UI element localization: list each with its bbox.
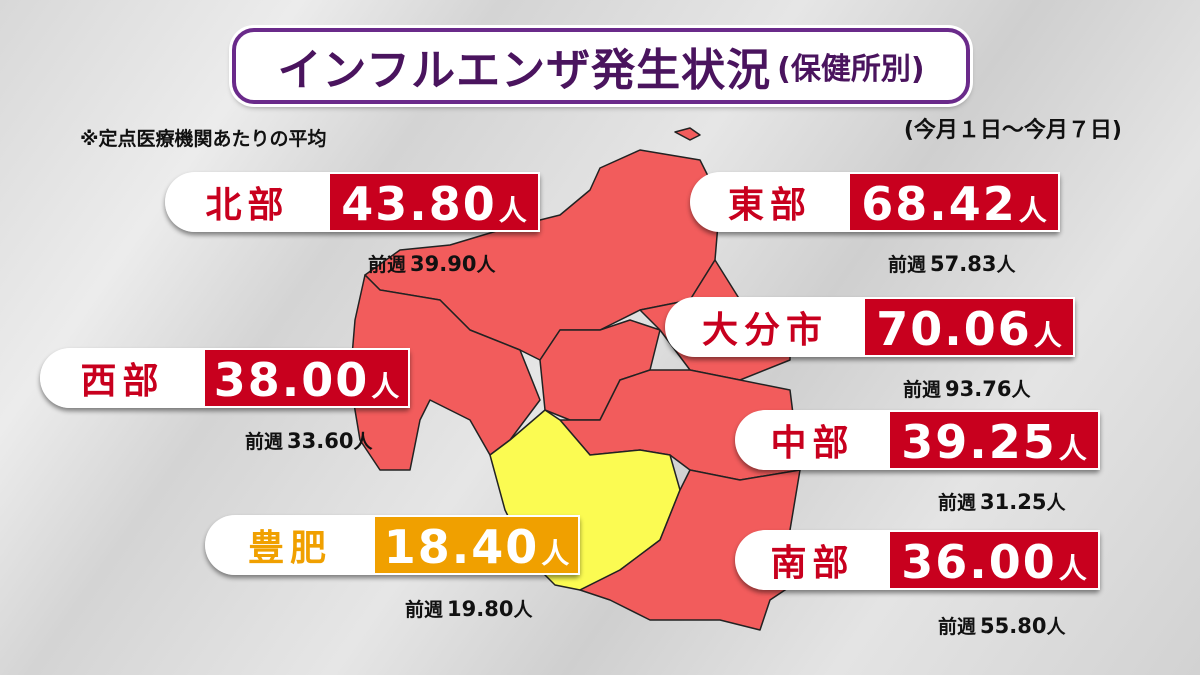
region-value: 36.00 [901,535,1057,589]
unit: 人 [1011,379,1031,401]
region-name: 豊肥 [205,515,375,575]
title-box: インフルエンザ発生状況 (保健所別) [232,28,970,104]
region-value-box: 39.25 人 [890,410,1100,470]
note: ※定点医療機関あたりの平均 [80,128,327,150]
region-panel: 南部 36.00 人 [735,530,1100,590]
previous-label: 前週 [368,254,407,276]
region-panel: 北部 43.80 人 [165,172,540,232]
region-value: 68.42 [861,177,1017,231]
region-name: 南部 [735,530,890,590]
region-name: 西部 [40,348,205,408]
unit: 人 [541,537,570,570]
region-value: 43.80 [341,177,497,231]
region-name: 中部 [735,410,890,470]
region-panel: 大分市 70.06 人 [665,297,1075,357]
region-value-box: 43.80 人 [330,172,540,232]
region-panel: 中部 39.25 人 [735,410,1100,470]
previous-value: 19.80 [447,597,514,621]
previous-week: 前週 93.76人 [903,375,1030,402]
unit: 人 [371,370,400,403]
region-panel: 豊肥 18.40 人 [205,515,580,575]
previous-label: 前週 [903,379,942,401]
previous-value: 39.90 [410,252,477,276]
previous-label: 前週 [938,492,977,514]
region-value: 38.00 [213,353,370,407]
region-panel: 東部 68.42 人 [690,172,1060,232]
region-panel: 西部 38.00 人 [40,348,410,408]
region-name: 北部 [165,172,330,232]
unit: 人 [996,254,1016,276]
previous-label: 前週 [245,431,284,453]
region-value-box: 18.40 人 [375,515,580,575]
previous-value: 55.80 [980,614,1047,638]
previous-value: 33.60 [287,429,354,453]
region-value-box: 70.06 人 [865,297,1075,357]
previous-value: 57.83 [930,252,997,276]
previous-week: 前週 19.80人 [405,595,532,622]
unit: 人 [353,431,373,453]
previous-label: 前週 [405,599,444,621]
previous-week: 前週 55.80人 [938,612,1065,639]
unit: 人 [1058,552,1087,585]
unit: 人 [476,254,496,276]
subtitle: (保健所別) [777,52,925,87]
unit: 人 [1033,319,1062,352]
region-value-box: 38.00 人 [205,348,410,408]
unit: 人 [513,599,533,621]
region-value-box: 68.42 人 [850,172,1060,232]
region-value: 18.40 [383,520,540,574]
region-value: 39.25 [901,415,1057,469]
map-island [674,127,701,141]
title: インフルエンザ発生状況 [277,45,772,96]
unit: 人 [498,194,527,227]
unit: 人 [1058,432,1087,465]
previous-week: 前週 31.25人 [938,488,1065,515]
previous-week: 前週 39.90人 [368,250,495,277]
region-name: 東部 [690,172,850,232]
unit: 人 [1046,492,1066,514]
region-value-box: 36.00 人 [890,530,1100,590]
map-west [349,274,541,471]
previous-value: 93.76 [945,377,1012,401]
unit: 人 [1046,616,1066,638]
region-name: 大分市 [665,297,865,357]
previous-value: 31.25 [980,490,1047,514]
period: (今月１日～今月７日) [903,118,1122,143]
previous-week: 前週 33.60人 [245,427,372,454]
previous-label: 前週 [888,254,927,276]
previous-week: 前週 57.83人 [888,250,1015,277]
unit: 人 [1018,194,1047,227]
region-value: 70.06 [876,302,1032,356]
previous-label: 前週 [938,616,977,638]
map-south [579,469,801,631]
